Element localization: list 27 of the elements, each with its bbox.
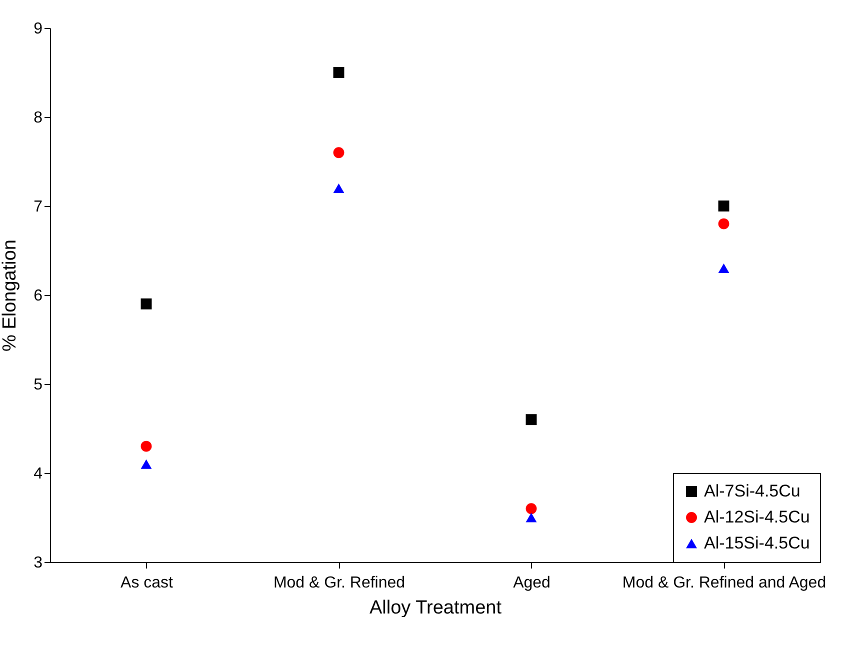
point	[333, 147, 344, 158]
point	[718, 218, 730, 230]
point	[526, 503, 537, 514]
y-tick-label: 8	[34, 110, 43, 126]
y-tick-label: 6	[34, 288, 43, 304]
y-tick-label: 9	[34, 20, 43, 38]
y-tick-label: 7	[34, 198, 43, 216]
legend-label: Al-15Si-4.5Cu	[704, 534, 810, 552]
x-tick-label: As cast	[120, 574, 174, 592]
y-tick-label: 4	[34, 466, 43, 482]
y-axis-title: % Elongation	[0, 240, 21, 352]
point	[526, 414, 537, 426]
point	[718, 200, 730, 212]
point	[140, 298, 152, 310]
point	[718, 264, 730, 274]
point	[526, 512, 537, 522]
legend-label: Al-7Si-4.5Cu	[704, 482, 800, 500]
x-tick-label: Mod & Gr. Refined and Aged	[622, 574, 826, 592]
x-tick-label: Aged	[513, 574, 550, 592]
x-tick-label: Mod & Gr. Refined	[273, 574, 406, 592]
point	[333, 67, 344, 78]
point	[333, 183, 344, 193]
y-tick-label: 5	[34, 376, 43, 394]
legend-label: Al-12Si-4.5Cu	[704, 508, 810, 526]
point	[140, 459, 152, 469]
point	[140, 440, 152, 452]
y-tick-label: 3	[34, 554, 43, 572]
